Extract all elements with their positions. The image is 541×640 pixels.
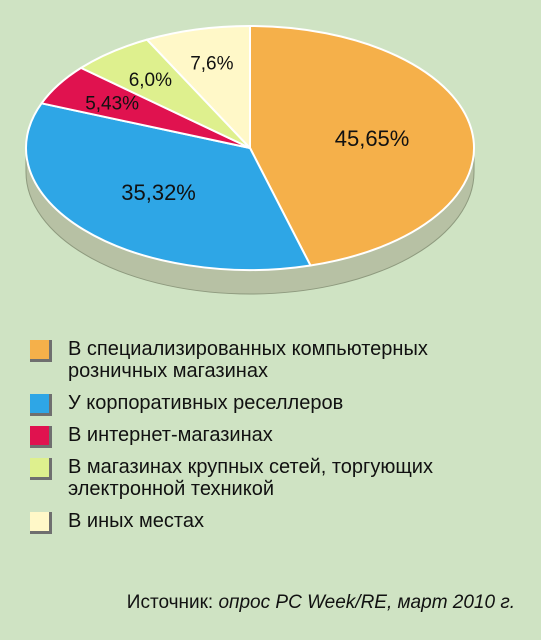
slice-value-label: 35,32% — [121, 180, 196, 205]
legend-swatch — [30, 512, 52, 534]
legend-label-line1: В иных местах — [68, 510, 204, 532]
legend-item-other-places: В иных местах — [30, 510, 530, 534]
legend-label-line1: В магазинах крупных сетей, торгующих — [68, 456, 433, 478]
legend-swatch — [30, 426, 52, 448]
source-prefix: Источник: — [126, 592, 219, 613]
source-note: Источник: опрос PC Week/RE, март 2010 г. — [127, 592, 515, 614]
legend-label-line1: В интернет-магазинах — [68, 424, 273, 446]
legend-label-line1: В специализированных компьютерных — [68, 338, 428, 360]
legend-label-line2: электронной техникой — [68, 478, 274, 500]
pie-slice — [249, 25, 475, 267]
legend-item-online-stores: В интернет-магазинах — [30, 424, 530, 448]
source-text: опрос PC Week/RE, март 2010 г. — [218, 592, 515, 613]
slice-value-label: 6,0% — [129, 70, 172, 91]
legend-swatch — [30, 458, 52, 480]
legend-item-electronics-chains: В магазинах крупных сетей, торгующих эле… — [30, 456, 530, 500]
pie-slice — [25, 102, 312, 271]
slice-value-label: 7,6% — [190, 54, 233, 75]
legend-label-line1: У корпоративных реселлеров — [68, 392, 344, 414]
legend-label-line2: розничных магазинах — [68, 360, 268, 382]
pie-slice — [146, 25, 251, 149]
legend-item-specialized-stores: В специализированных компьютерных рознич… — [30, 338, 530, 382]
slice-value-label: 45,65% — [335, 126, 410, 151]
legend-swatch — [30, 394, 52, 416]
slice-value-label: 5,43% — [85, 93, 139, 114]
legend-swatch — [30, 340, 52, 362]
pie-chart: 45,65% 35,32% 5,43%6,0% 7,6% — [25, 25, 475, 295]
legend: В специализированных компьютерных рознич… — [30, 338, 530, 542]
legend-item-corporate-resellers: У корпоративных реселлеров — [30, 392, 530, 416]
